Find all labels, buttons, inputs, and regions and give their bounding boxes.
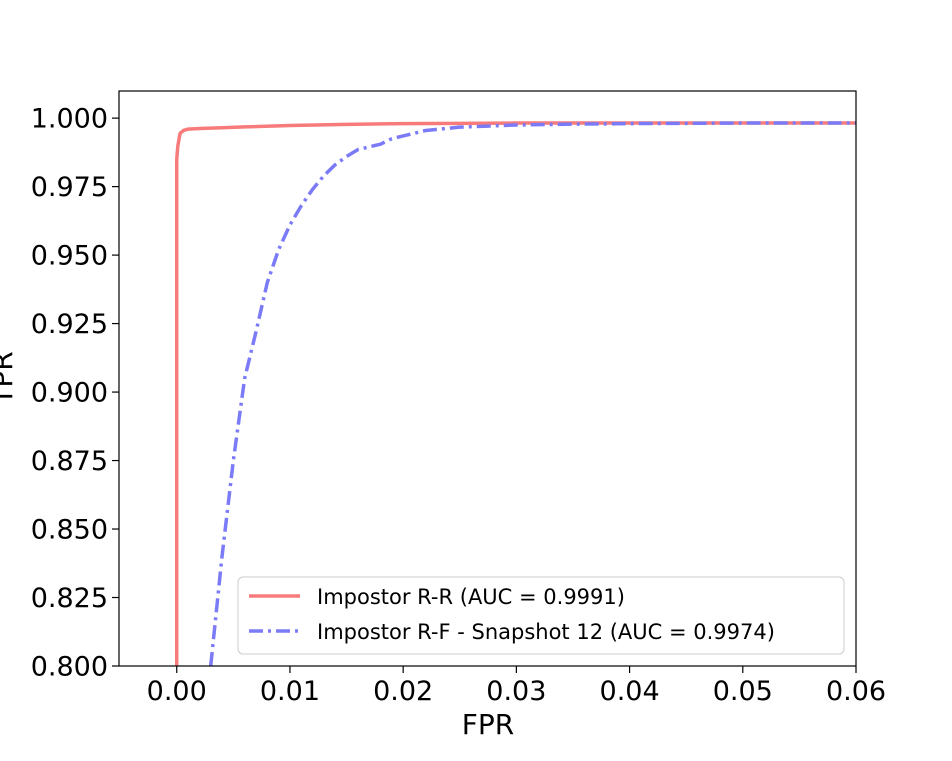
y-tick-label: 0.800 bbox=[31, 652, 108, 683]
y-tick-label: 1.000 bbox=[31, 104, 108, 135]
y-tick-label: 0.950 bbox=[31, 241, 108, 272]
series-line-2 bbox=[208, 121, 856, 666]
curves-group bbox=[174, 121, 856, 666]
plot-frame bbox=[118, 90, 857, 667]
y-tick-label: 0.925 bbox=[31, 309, 108, 340]
y-tick-label: 0.850 bbox=[31, 515, 108, 546]
x-axis-label: FPR bbox=[462, 708, 514, 741]
x-tick-label: 0.06 bbox=[826, 676, 886, 707]
legend: Impostor R-R (AUC = 0.9991) Impostor R-F … bbox=[237, 576, 845, 655]
x-tick-label: 0.01 bbox=[260, 676, 320, 707]
y-tick-label: 0.900 bbox=[31, 378, 108, 409]
legend-label-2: Impostor R-F - Snapshot 12 (AUC = 0.9974… bbox=[317, 620, 775, 644]
y-tick-label: 0.875 bbox=[31, 446, 108, 477]
x-tick-label: 0.05 bbox=[713, 676, 773, 707]
y-axis: 0.800 0.825 0.850 0.875 0.900 0.925 0.950 0.975… bbox=[31, 104, 119, 683]
y-tick-label: 0.825 bbox=[31, 583, 108, 614]
x-tick-label: 0.04 bbox=[600, 676, 660, 707]
legend-box bbox=[237, 576, 845, 655]
x-axis: 0.00 0.01 0.02 0.03 0.04 0.05 0.06 bbox=[147, 666, 886, 707]
x-tick-label: 0.00 bbox=[147, 676, 207, 707]
y-axis-label: TPR bbox=[0, 351, 19, 405]
y-tick-label: 0.975 bbox=[31, 172, 108, 203]
x-tick-label: 0.03 bbox=[486, 676, 546, 707]
legend-label-1: Impostor R-R (AUC = 0.9991) bbox=[317, 585, 625, 609]
x-tick-label: 0.02 bbox=[373, 676, 433, 707]
